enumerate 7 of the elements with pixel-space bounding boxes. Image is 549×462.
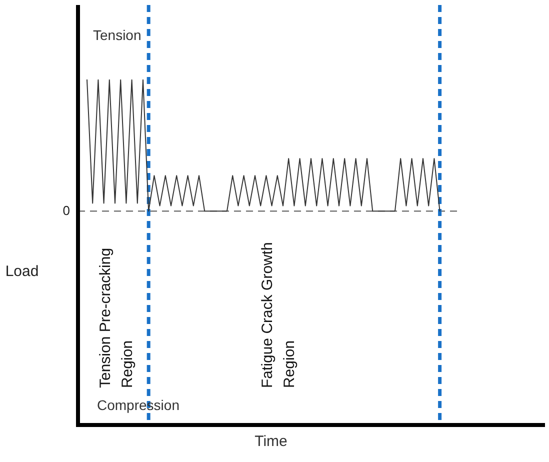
text: Tension (93, 27, 142, 43)
text: Fatigue Crack Growth Region (259, 242, 298, 388)
text: Time (254, 433, 288, 450)
ref-line-label: 0 (62, 203, 70, 218)
text: Tension Pre-cracking Region (97, 248, 136, 388)
text: Compression (97, 397, 180, 413)
y-axis-title: Load (5, 263, 39, 280)
